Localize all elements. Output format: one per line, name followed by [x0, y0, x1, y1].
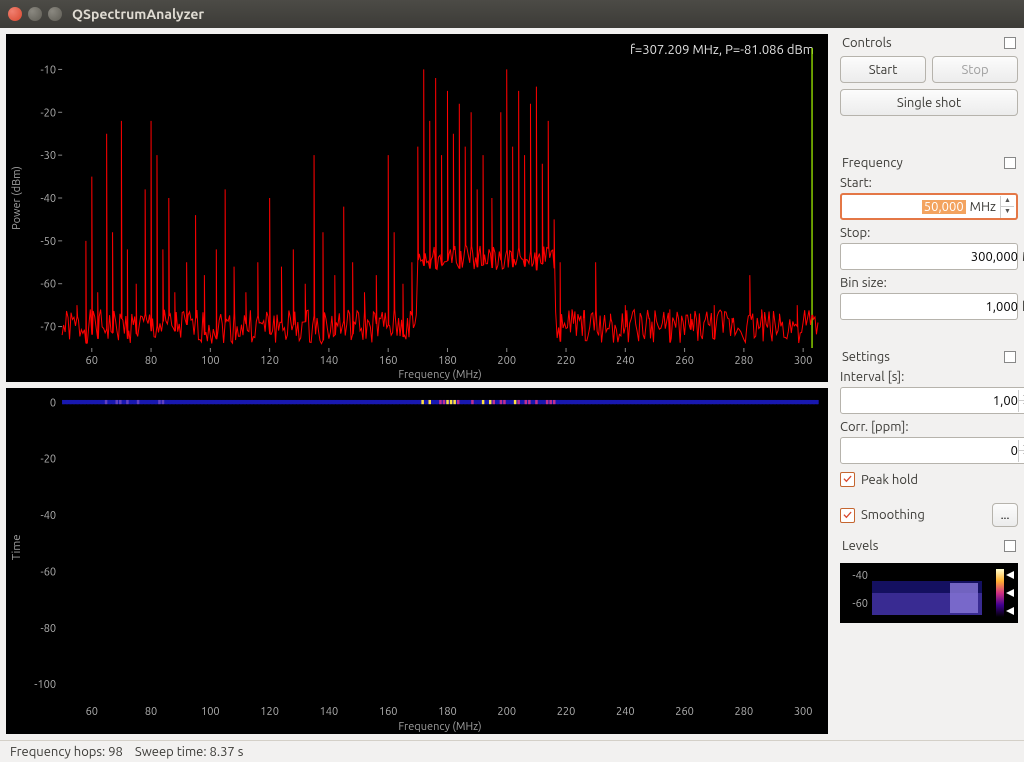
- controls-header: Controls: [840, 32, 1018, 56]
- bin-size-label: Bin size:: [840, 276, 1018, 290]
- svg-text:300: 300: [794, 355, 813, 367]
- svg-text:140: 140: [320, 355, 339, 367]
- peak-hold-checkbox[interactable]: [840, 472, 855, 487]
- stop-button[interactable]: Stop: [932, 56, 1018, 83]
- svg-text:-60: -60: [852, 598, 868, 610]
- svg-text:-70: -70: [41, 322, 57, 334]
- interval-input[interactable]: ▲▼: [840, 387, 1024, 414]
- svg-text:220: 220: [557, 705, 576, 718]
- svg-text:80: 80: [145, 355, 157, 367]
- start-button[interactable]: Start: [840, 56, 926, 83]
- window-title: QSpectrumAnalyzer: [72, 6, 204, 22]
- frequency-header: Frequency: [840, 152, 1018, 176]
- bin-size-input[interactable]: kHz ▲▼: [840, 293, 1018, 320]
- waterfall-plot[interactable]: -100 -80 -60 -40 -20 0 60 80 100 120 140 160 180 200 2…: [6, 388, 828, 734]
- single-shot-button[interactable]: Single shot: [840, 89, 1018, 116]
- settings-header: Settings: [840, 346, 1018, 370]
- start-freq-input[interactable]: 50,000 MHz ▲▼: [840, 193, 1018, 220]
- svg-text:100: 100: [201, 355, 220, 367]
- svg-text:f=307.209 MHz, P=-81.086 dBm: f=307.209 MHz, P=-81.086 dBm: [630, 43, 814, 57]
- smoothing-more-button[interactable]: ...: [992, 503, 1018, 527]
- svg-text:160: 160: [379, 355, 398, 367]
- svg-text:120: 120: [260, 705, 279, 718]
- svg-text:180: 180: [438, 705, 457, 718]
- levels-title: Levels: [842, 539, 878, 553]
- svg-text:300: 300: [794, 705, 813, 718]
- svg-text:-20: -20: [41, 107, 57, 119]
- svg-text:-30: -30: [41, 150, 57, 162]
- levels-histogram[interactable]: -40 -60: [840, 563, 1018, 623]
- undock-icon[interactable]: [1004, 157, 1016, 169]
- svg-text:260: 260: [675, 705, 694, 718]
- status-hops: Frequency hops: 98: [10, 745, 123, 759]
- smoothing-label: Smoothing: [861, 508, 925, 522]
- svg-text:-10: -10: [41, 64, 57, 76]
- svg-text:0: 0: [50, 396, 56, 409]
- corr-label: Corr. [ppm]:: [840, 420, 1024, 434]
- svg-text:60: 60: [86, 355, 98, 367]
- svg-text:-40: -40: [41, 509, 57, 522]
- svg-text:180: 180: [438, 355, 457, 367]
- svg-text:200: 200: [497, 355, 516, 367]
- svg-text:200: 200: [497, 705, 516, 718]
- svg-text:240: 240: [616, 355, 635, 367]
- svg-text:220: 220: [557, 355, 576, 367]
- status-sweep: Sweep time: 8.37 s: [135, 745, 243, 759]
- svg-text:-60: -60: [41, 279, 57, 291]
- settings-title: Settings: [842, 350, 890, 364]
- svg-text:Time: Time: [10, 534, 23, 560]
- undock-icon[interactable]: [1004, 37, 1016, 49]
- svg-text:-40: -40: [41, 193, 57, 205]
- main-spectrum-plot[interactable]: -70 -60 -50 -40 -30 -20 -10 60 80 100 120 140 160 180…: [6, 34, 828, 382]
- svg-text:280: 280: [735, 355, 754, 367]
- status-bar: Frequency hops: 98 Sweep time: 8.37 s: [0, 740, 1024, 762]
- spin-down-icon[interactable]: ▼: [1000, 207, 1014, 218]
- smoothing-checkbox[interactable]: [840, 508, 855, 523]
- svg-text:260: 260: [675, 355, 694, 367]
- svg-text:80: 80: [145, 705, 157, 718]
- svg-text:100: 100: [201, 705, 220, 718]
- svg-text:280: 280: [735, 705, 754, 718]
- svg-text:-50: -50: [41, 236, 57, 248]
- corr-input[interactable]: ▲▼: [840, 437, 1024, 464]
- svg-text:-100: -100: [34, 678, 56, 691]
- svg-text:120: 120: [260, 355, 279, 367]
- window-close-button[interactable]: [8, 7, 22, 21]
- controls-title: Controls: [842, 36, 892, 50]
- plot-area: -70 -60 -50 -40 -30 -20 -10 60 80 100 120 140 160 180…: [0, 28, 834, 740]
- levels-header: Levels: [840, 535, 1018, 559]
- title-bar: QSpectrumAnalyzer: [0, 0, 1024, 28]
- controls-panel: Controls Start Stop Single shot Frequenc…: [834, 28, 1024, 740]
- svg-text:-60: -60: [41, 565, 57, 578]
- svg-text:140: 140: [320, 705, 339, 718]
- spin-up-icon[interactable]: ▲: [1000, 196, 1014, 207]
- svg-text:60: 60: [86, 705, 98, 718]
- stop-freq-input[interactable]: MHz ▲▼: [840, 243, 1018, 270]
- svg-text:-20: -20: [41, 452, 57, 465]
- frequency-title: Frequency: [842, 156, 903, 170]
- undock-icon[interactable]: [1004, 540, 1016, 552]
- stop-freq-label: Stop:: [840, 226, 1018, 240]
- peak-hold-label: Peak hold: [861, 473, 918, 487]
- window-maximize-button[interactable]: [48, 7, 62, 21]
- svg-text:Power (dBm): Power (dBm): [11, 166, 23, 230]
- svg-text:240: 240: [616, 705, 635, 718]
- window-minimize-button[interactable]: [28, 7, 42, 21]
- svg-text:-40: -40: [852, 570, 868, 582]
- interval-label: Interval [s]:: [840, 370, 1024, 384]
- svg-text:-80: -80: [41, 622, 57, 635]
- svg-text:Frequency (MHz): Frequency (MHz): [398, 720, 481, 733]
- svg-text:Frequency (MHz): Frequency (MHz): [398, 369, 481, 381]
- undock-icon[interactable]: [1004, 351, 1016, 363]
- start-freq-label: Start:: [840, 176, 1018, 190]
- svg-text:160: 160: [379, 705, 398, 718]
